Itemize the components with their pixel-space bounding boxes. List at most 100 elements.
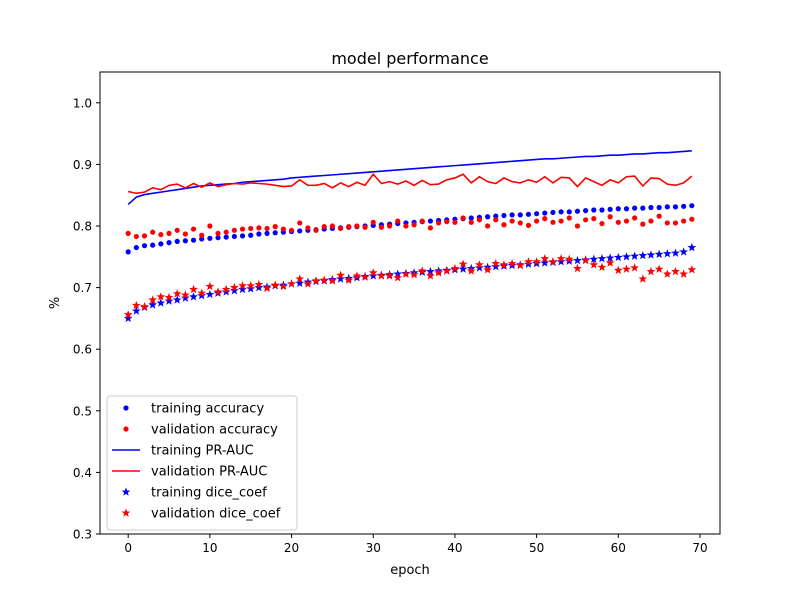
- validation-accuracy-point: [264, 225, 270, 232]
- training-accuracy-point: [215, 235, 221, 241]
- validation-accuracy-point: [190, 226, 197, 232]
- training-accuracy-point: [607, 206, 613, 212]
- validation-dice-coef-point: [254, 279, 264, 289]
- training-dice-coef-point: [230, 286, 239, 295]
- validation-dice-coef-point: [148, 295, 158, 304]
- x-tick-label: 20: [284, 541, 299, 555]
- validation-accuracy-point: [174, 227, 180, 233]
- training-dice-coef-point: [156, 298, 166, 307]
- training-accuracy-point: [648, 204, 654, 211]
- training-accuracy-point: [599, 207, 605, 213]
- validation-dice-coef-point: [466, 266, 476, 275]
- training-accuracy-point: [542, 210, 548, 216]
- training-dice-coef-point: [131, 306, 141, 315]
- validation-dice-coef-point: [230, 283, 239, 292]
- validation-dice-coef-point: [450, 263, 460, 273]
- training-accuracy-point: [182, 238, 188, 244]
- validation-dice-coef-point: [270, 280, 280, 289]
- validation-dice-coef-point: [246, 281, 256, 290]
- validation-accuracy-point: [207, 223, 213, 229]
- training-dice-coef-point: [597, 254, 607, 263]
- training-dice-coef-point: [336, 274, 345, 283]
- validation-accuracy-point: [583, 217, 589, 223]
- validation-dice-coef-point: [515, 260, 525, 270]
- training-accuracy-point: [681, 203, 687, 209]
- validation-dice-coef-point: [532, 257, 541, 266]
- training-accuracy-point: [125, 249, 131, 255]
- validation-accuracy-point: [256, 225, 262, 231]
- y-tick-label: 0.4: [73, 466, 92, 480]
- legend-label: training PR-AUC: [151, 444, 254, 459]
- plot-frame: [99, 71, 721, 535]
- validation-accuracy-point: [509, 218, 515, 224]
- legend-label: validation PR-AUC: [151, 465, 267, 480]
- training-dice-coef-point: [679, 247, 689, 256]
- training-pr-auc-line: [127, 150, 692, 206]
- validation-dice-coef-point: [368, 268, 378, 277]
- training-accuracy-point: [656, 204, 662, 211]
- training-accuracy-point: [566, 209, 572, 215]
- training-accuracy-point: [558, 209, 564, 215]
- training-accuracy-point: [574, 208, 581, 214]
- training-accuracy-point: [550, 209, 556, 216]
- x-axis-label: epoch: [390, 563, 430, 578]
- validation-accuracy-point: [672, 220, 679, 226]
- training-accuracy-point: [297, 228, 303, 234]
- series-validation-pr-auc: [128, 172, 693, 195]
- validation-dice-coef-point: [238, 281, 247, 290]
- training-accuracy-point: [239, 233, 246, 239]
- chart-title: model performance: [331, 49, 488, 68]
- validation-accuracy-point: [337, 225, 344, 232]
- validation-accuracy-point: [346, 224, 352, 230]
- plot-marks: [123, 150, 697, 323]
- validation-accuracy-point: [452, 219, 458, 225]
- validation-dice-coef-point: [417, 266, 427, 275]
- training-accuracy-point: [591, 207, 597, 213]
- validation-dice-coef-point: [573, 263, 582, 273]
- validation-dice-coef-point: [507, 258, 517, 268]
- validation-dice-coef-point: [499, 260, 509, 269]
- training-dice-coef-point: [458, 264, 468, 273]
- training-dice-coef-point: [123, 313, 133, 323]
- validation-dice-coef-point: [524, 257, 533, 266]
- validation-dice-coef-point: [662, 269, 672, 278]
- validation-accuracy-point: [542, 216, 548, 222]
- validation-dice-coef-point: [287, 279, 296, 288]
- validation-accuracy-point: [689, 216, 695, 222]
- validation-accuracy-point: [362, 224, 368, 230]
- validation-dice-coef-point: [597, 262, 607, 271]
- training-dice-coef-point: [180, 293, 190, 302]
- x-tick-label: 70: [692, 541, 707, 555]
- validation-dice-coef-point: [319, 275, 329, 284]
- training-accuracy-point: [664, 204, 670, 210]
- series-validation-accuracy: [125, 213, 695, 240]
- series-validation-dice-coef: [123, 254, 697, 319]
- training-dice-coef-point: [238, 284, 247, 294]
- training-accuracy-point: [272, 230, 278, 236]
- validation-dice-coef-point: [189, 284, 198, 294]
- training-accuracy-point: [141, 243, 148, 249]
- training-dice-coef-point: [491, 262, 501, 271]
- validation-accuracy-point: [623, 218, 630, 224]
- training-dice-coef-point: [638, 250, 648, 260]
- validation-dice-coef-point: [671, 266, 680, 276]
- validation-accuracy-point: [395, 218, 401, 224]
- training-accuracy-point: [632, 205, 638, 211]
- validation-dice-coef-point: [646, 266, 656, 276]
- validation-accuracy-point: [141, 233, 148, 239]
- validation-dice-coef-point: [581, 255, 590, 265]
- validation-dice-coef-point: [295, 274, 305, 283]
- training-dice-coef-point: [622, 252, 631, 261]
- validation-accuracy-point: [640, 221, 646, 227]
- validation-accuracy-point: [468, 219, 474, 225]
- training-dice-coef-point: [164, 296, 174, 305]
- training-accuracy-point: [264, 230, 270, 236]
- legend-item-validation-accuracy: validation accuracy: [123, 423, 278, 438]
- validation-dice-coef-point: [303, 279, 313, 288]
- validation-accuracy-point: [427, 225, 434, 231]
- validation-accuracy-point: [476, 217, 483, 223]
- validation-accuracy-point: [378, 224, 385, 230]
- validation-accuracy-point: [599, 220, 605, 227]
- validation-accuracy-point: [288, 227, 295, 233]
- training-accuracy-point: [615, 206, 621, 212]
